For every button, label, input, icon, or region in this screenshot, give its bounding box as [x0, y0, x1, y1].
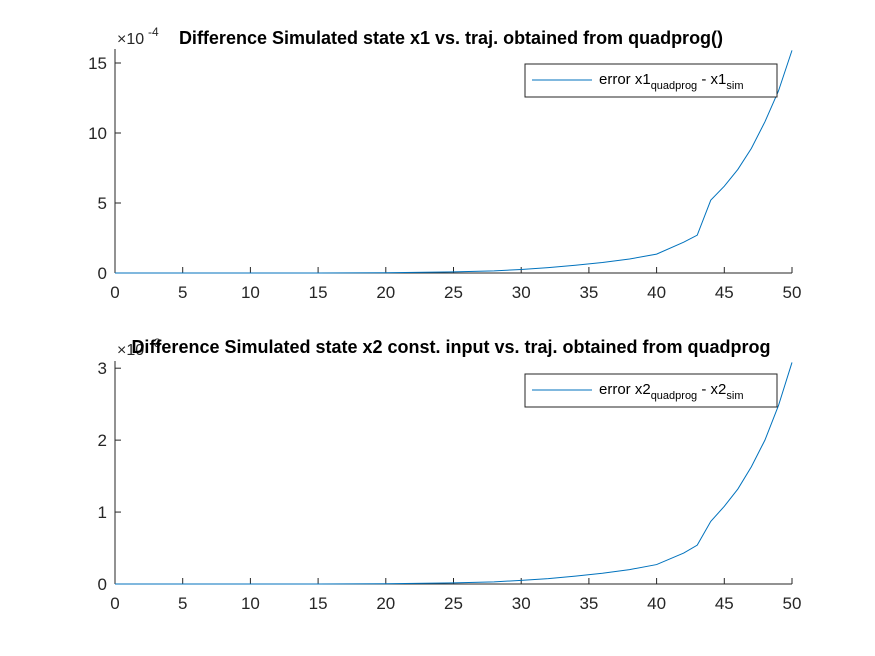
legend-label-2: error x2quadprog - x2sim: [599, 381, 743, 402]
y-tick-label-2: 1: [98, 503, 107, 522]
x-ticks-2: 0 5 10 15 20 25 30 35 40 45 50: [110, 578, 801, 613]
x-tick-label-1: 5: [178, 283, 187, 302]
x-tick-label-2: 0: [110, 594, 119, 613]
x-tick-label-1: 15: [309, 283, 328, 302]
x-tick-label-2: 10: [241, 594, 260, 613]
y-exponent-base-1: ×10: [117, 31, 144, 48]
x-tick-label-2: 30: [512, 594, 531, 613]
x-tick-label-1: 25: [444, 283, 463, 302]
y-exponent-base-2: ×10: [117, 342, 144, 359]
legend-label-2-sub2: sim: [726, 390, 743, 402]
y-tick-label-1: 15: [88, 54, 107, 73]
series-line-error-x1: [115, 50, 793, 274]
y-tick-label-1: 0: [98, 264, 107, 283]
y-exponent-power-2: -3: [150, 336, 161, 350]
y-exponent-power-1: -4: [148, 25, 159, 39]
x-tick-label-2: 35: [579, 594, 598, 613]
x-tick-label-2: 50: [783, 594, 802, 613]
y-tick-label-1: 10: [88, 124, 107, 143]
y-tick-label-2: 3: [98, 359, 107, 378]
x-tick-label-1: 0: [110, 283, 119, 302]
x-tick-label-2: 40: [647, 594, 666, 613]
legend-2: error x2quadprog - x2sim: [524, 373, 778, 408]
legend-label-1-sub1: quadprog: [651, 80, 698, 92]
chart-title-1: Difference Simulated state x1 vs. traj. …: [179, 28, 723, 48]
y-tick-label-2: 2: [98, 431, 107, 450]
x-tick-label-2: 45: [715, 594, 734, 613]
legend-label-1-mid: - x1: [697, 71, 726, 88]
legend-1: error x1quadprog - x1sim: [524, 63, 778, 98]
x-tick-label-2: 25: [444, 594, 463, 613]
x-tick-label-1: 10: [241, 283, 260, 302]
legend-label-1: error x1quadprog - x1sim: [599, 71, 743, 92]
x-tick-label-1: 35: [579, 283, 598, 302]
legend-label-1-prefix: error x1: [599, 71, 651, 88]
chart-title-2: Difference Simulated state x2 const. inp…: [131, 337, 770, 357]
x-tick-label-1: 50: [783, 283, 802, 302]
y-tick-label-2: 0: [98, 575, 107, 594]
x-tick-label-2: 5: [178, 594, 187, 613]
subplot-1: 0 5 10 15 20 25 30 35 40 45 50 0 5 10 15 ×10 -4 Diffe…: [88, 25, 801, 302]
x-tick-label-1: 45: [715, 283, 734, 302]
legend-label-2-sub1: quadprog: [651, 390, 698, 402]
legend-box-1: [524, 63, 778, 98]
legend-label-2-prefix: error x2: [599, 381, 651, 398]
subplot-2: 0 5 10 15 20 25 30 35 40 45 50 0 1 2 3 ×10 -3 Differe…: [98, 336, 802, 613]
x-tick-label-2: 20: [376, 594, 395, 613]
legend-label-1-sub2: sim: [726, 80, 743, 92]
x-tick-label-1: 20: [376, 283, 395, 302]
series-line-error-x2: [115, 362, 793, 585]
legend-label-2-mid: - x2: [697, 381, 726, 398]
x-tick-label-1: 30: [512, 283, 531, 302]
y-ticks-1: 0 5 10 15: [88, 54, 121, 283]
x-tick-label-2: 15: [309, 594, 328, 613]
x-ticks-1: 0 5 10 15 20 25 30 35 40 45 50: [110, 267, 801, 302]
x-tick-label-1: 40: [647, 283, 666, 302]
y-tick-label-1: 5: [98, 194, 107, 213]
